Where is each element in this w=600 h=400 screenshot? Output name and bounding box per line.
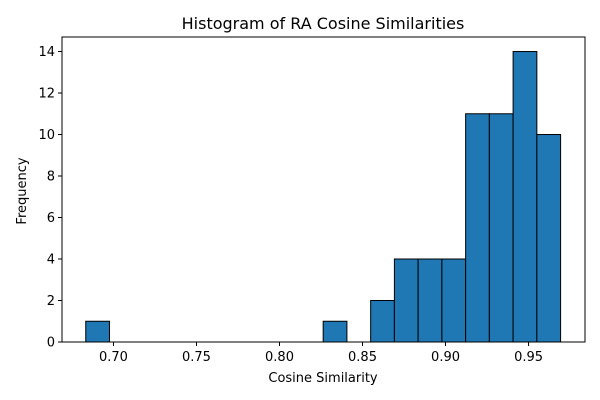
histogram-bar	[536, 134, 562, 343]
y-axis-label: Frequency	[15, 157, 30, 224]
y-tick-label: 4	[47, 253, 55, 268]
y-tick-label: 8	[47, 170, 55, 185]
histogram-bar	[370, 300, 395, 343]
plot-frame	[61, 36, 586, 343]
histogram-bar	[512, 51, 538, 343]
histogram-bar	[393, 258, 419, 343]
y-tick-label: 0	[47, 336, 55, 351]
x-tick-label: 0.90	[431, 350, 460, 365]
histogram-bar	[465, 113, 490, 343]
x-tick-label: 0.70	[99, 350, 128, 365]
x-axis-label: Cosine Similarity	[268, 371, 378, 386]
histogram-bar	[417, 258, 443, 343]
histogram-bar	[85, 320, 110, 343]
y-tick-label: 14	[38, 45, 55, 60]
y-tick-label: 6	[47, 211, 55, 226]
histogram-bar	[488, 113, 514, 343]
x-axis-ticks: 0.70 0.75 0.80 0.85 0.90 0.95	[99, 342, 543, 365]
bars-group	[85, 51, 562, 343]
x-tick-label: 0.80	[265, 350, 294, 365]
histogram-bar	[441, 258, 467, 343]
histogram-bar	[322, 320, 348, 343]
x-tick-label: 0.75	[182, 350, 211, 365]
y-tick-label: 10	[38, 128, 55, 143]
y-tick-label: 2	[47, 294, 55, 309]
x-tick-label: 0.95	[514, 350, 543, 365]
y-axis-ticks: 0 2 4 6 8 10 12 14	[38, 45, 62, 351]
x-tick-label: 0.85	[348, 350, 377, 365]
chart-title: Histogram of RA Cosine Similarities	[182, 14, 465, 33]
y-tick-label: 12	[38, 87, 55, 102]
